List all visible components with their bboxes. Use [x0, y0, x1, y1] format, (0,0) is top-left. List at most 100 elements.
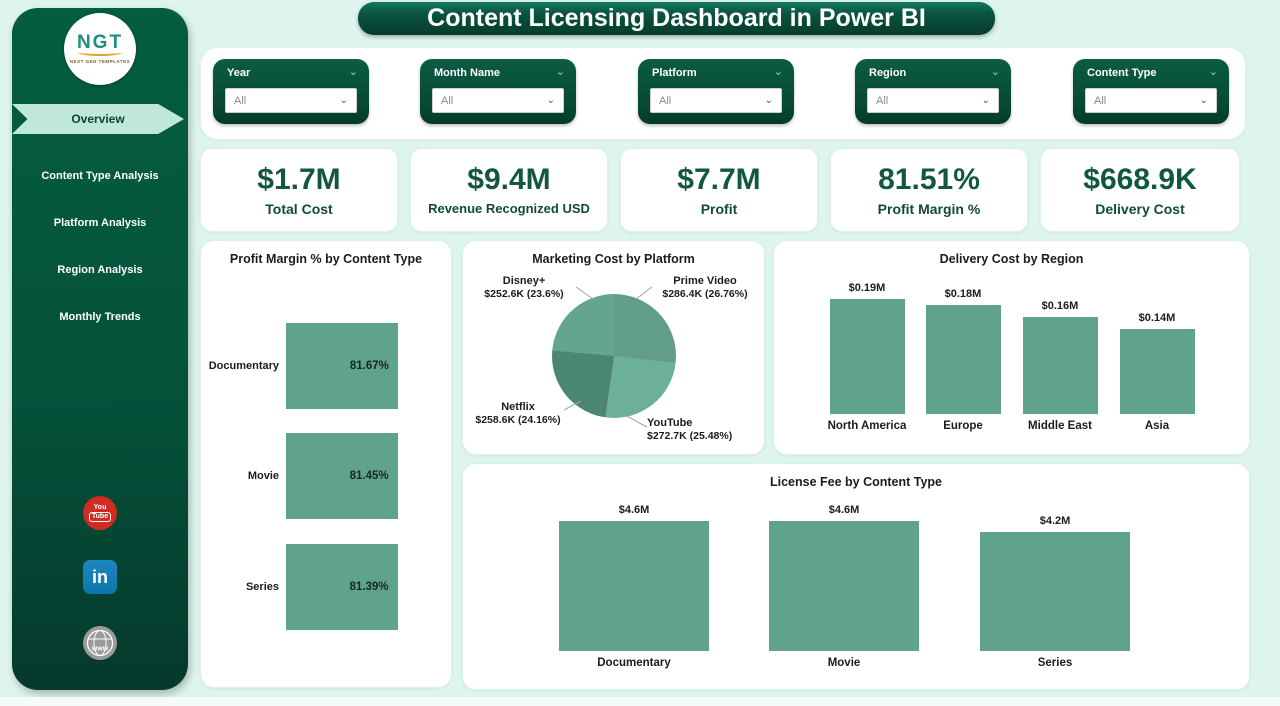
slicer-content-type-dropdown[interactable]: All ⌄	[1085, 88, 1217, 113]
bar-row-movie: Movie 81.45%	[201, 433, 451, 519]
license-bar[interactable]	[769, 521, 919, 651]
slicer-year: Year ⌄ All ⌄	[213, 59, 369, 124]
logo-text: NGT	[76, 32, 124, 53]
slice-value: $258.6K (24.16%)	[475, 414, 561, 426]
category-label: Documentary	[597, 657, 671, 669]
slice-value: $252.6K (23.6%)	[484, 288, 564, 300]
slicer-platform-dropdown[interactable]: All ⌄	[650, 88, 782, 113]
website-globe-icon[interactable]: www	[83, 626, 117, 660]
slicer-platform: Platform ⌄ All ⌄	[638, 59, 794, 124]
slicer-month-dropdown[interactable]: All ⌄	[432, 88, 564, 113]
linkedin-icon-text: in	[92, 566, 108, 587]
bar-group-series: $4.2M	[980, 515, 1130, 651]
ngt-logo: NGT NEXT GEN TEMPLATES	[64, 13, 136, 85]
bar-group-europe: $0.18M	[915, 288, 1011, 414]
bar-value-label: $0.19M	[848, 282, 886, 294]
chart-title: License Fee by Content Type	[769, 475, 943, 489]
delivery-bar[interactable]	[925, 305, 1001, 414]
bar-value-label: $0.14M	[1138, 312, 1176, 324]
slicer-region-dropdown[interactable]: All ⌄	[867, 88, 999, 113]
chart-title: Delivery Cost by Region	[939, 252, 1084, 266]
slicer-year-dropdown[interactable]: All ⌄	[225, 88, 357, 113]
kpi-label: Profit	[700, 200, 738, 217]
pie-label-netflix: Netflix $258.6K (24.16%)	[465, 401, 571, 427]
chart-license-fee-by-content-type: License Fee by Content Type $4.6M $4.6M …	[462, 463, 1250, 690]
kpi-value: 81.51%	[878, 162, 980, 196]
bar-group-documentary: $4.6M	[559, 504, 709, 651]
chevron-down-icon[interactable]: ⌄	[555, 66, 565, 78]
chevron-down-icon: ⌄	[1199, 95, 1208, 106]
pie-label-youtube: YouTube $272.7K (25.48%)	[647, 417, 761, 443]
kpi-label: Total Cost	[265, 200, 333, 217]
pie-label-disney: Disney+ $252.6K (23.6%)	[471, 275, 577, 301]
chevron-down-icon: ⌄	[546, 95, 555, 106]
chevron-down-icon: ⌄	[981, 95, 990, 106]
slice-value: $272.7K (25.48%)	[647, 430, 733, 442]
youtube-icon-text1: You	[93, 504, 107, 511]
chevron-down-icon[interactable]: ⌄	[348, 66, 358, 78]
category-label: Middle East	[1028, 420, 1092, 432]
pie-label-prime-video: Prime Video $286.4K (26.76%)	[649, 275, 761, 301]
kpi-value: $9.4M	[467, 163, 551, 196]
slicer-platform-label: Platform	[652, 67, 697, 79]
category-label: Movie	[247, 470, 279, 482]
sidebar-item-content-type-analysis[interactable]: Content Type Analysis	[41, 170, 159, 182]
sidebar-item-platform-analysis[interactable]: Platform Analysis	[53, 217, 147, 229]
profit-bar[interactable]: 81.39%	[286, 544, 398, 630]
youtube-icon[interactable]: You Tube	[83, 496, 117, 530]
profit-bar[interactable]: 81.67%	[286, 323, 398, 409]
profit-bar[interactable]: 81.45%	[286, 433, 398, 519]
chevron-down-icon: ⌄	[764, 95, 773, 106]
kpi-total-cost: $1.7M Total Cost	[200, 148, 398, 232]
chart-marketing-cost-by-platform: Marketing Cost by Platform Disney+ $252.…	[462, 240, 765, 455]
logo-swoosh-icon	[78, 49, 122, 56]
bar-value-label: 81.45%	[349, 470, 389, 482]
bar-group-north-america: $0.19M	[819, 282, 915, 414]
chart-title: Profit Margin % by Content Type	[229, 252, 423, 266]
chevron-down-icon[interactable]: ⌄	[990, 66, 1000, 78]
delivery-bar[interactable]	[1119, 329, 1195, 414]
sidebar-item-region-analysis[interactable]: Region Analysis	[57, 264, 143, 276]
slicer-month-label: Month Name	[434, 67, 500, 79]
chevron-down-icon: ⌄	[339, 95, 348, 106]
sidebar-item-monthly-trends[interactable]: Monthly Trends	[59, 311, 141, 323]
delivery-bar[interactable]	[829, 299, 905, 414]
slicer-year-value: All	[234, 94, 247, 107]
bar-value-label: 81.67%	[349, 360, 389, 372]
slice-name: YouTube	[647, 417, 693, 429]
kpi-value: $1.7M	[257, 162, 341, 196]
bar-group-middle-east: $0.16M	[1012, 300, 1108, 414]
chevron-down-icon[interactable]: ⌄	[773, 66, 783, 78]
slice-value: $286.4K (26.76%)	[662, 288, 748, 300]
kpi-label: Delivery Cost	[1095, 200, 1185, 217]
slicer-content-type-value: All	[1094, 94, 1107, 107]
license-bar[interactable]	[980, 532, 1130, 651]
bottom-edge-strip	[0, 697, 1280, 706]
slicer-region-value: All	[876, 94, 889, 107]
slicer-content-type-label: Content Type	[1087, 67, 1157, 79]
slice-name: Prime Video	[673, 275, 737, 287]
bar-value-label: 81.39%	[349, 581, 389, 593]
bar-value-label: $0.16M	[1041, 300, 1079, 312]
bar-row-series: Series 81.39%	[201, 544, 451, 630]
chevron-down-icon[interactable]: ⌄	[1208, 66, 1218, 78]
delivery-bar[interactable]	[1022, 317, 1098, 414]
category-label: Documentary	[208, 360, 279, 372]
kpi-label: Revenue Recognized USD	[428, 201, 590, 216]
category-label: Movie	[827, 657, 861, 669]
bar-value-label: $4.6M	[828, 504, 860, 516]
bar-group-asia: $0.14M	[1109, 312, 1205, 414]
category-label: Series	[1037, 657, 1073, 669]
linkedin-icon[interactable]: in	[83, 560, 117, 594]
website-icon-text: www	[91, 646, 109, 653]
license-bar[interactable]	[559, 521, 709, 651]
logo-subtext: NEXT GEN TEMPLATES	[69, 59, 131, 64]
sidebar-item-label: Overview	[71, 112, 125, 126]
slicer-region-label: Region	[869, 67, 907, 79]
bar-value-label: $0.18M	[944, 288, 982, 300]
sidebar-item-overview[interactable]: Overview	[12, 104, 184, 134]
slicer-month-name: Month Name ⌄ All ⌄	[420, 59, 576, 124]
category-label: Asia	[1144, 420, 1170, 432]
marketing-pie[interactable]	[552, 294, 676, 418]
